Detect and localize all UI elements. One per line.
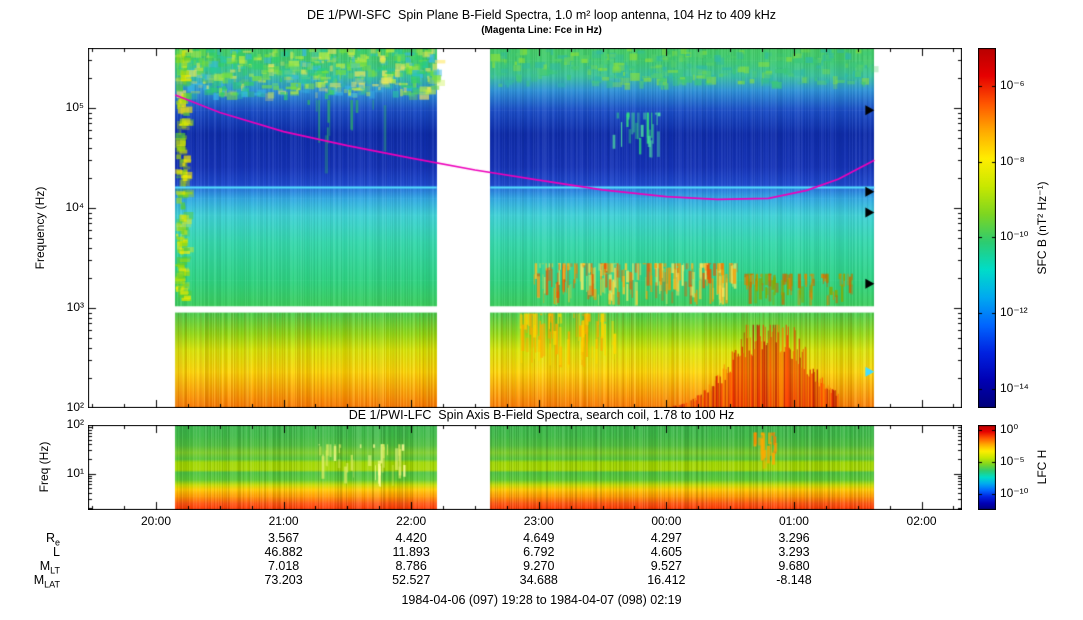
ephemeris-value: 9.527 bbox=[650, 559, 682, 573]
lfc-colorbar-tick-label: 10⁻¹⁰ bbox=[1000, 486, 1029, 501]
time-tick-label: 00:00 bbox=[651, 514, 682, 528]
ephemeris-value: 4.420 bbox=[395, 531, 427, 545]
ephemeris-value: 7.018 bbox=[267, 559, 300, 573]
ephemeris-row-label-sub: LAT bbox=[44, 579, 60, 590]
sfc-colorbar-tick-label: 10⁻¹⁴ bbox=[1000, 381, 1029, 396]
lfc-colorbar-tick-label: 10⁰ bbox=[1000, 422, 1019, 437]
lfc-y-tick-label: 10² bbox=[66, 417, 84, 431]
ephemeris-value: 4.605 bbox=[650, 545, 682, 559]
ephemeris-value: 9.680 bbox=[778, 559, 810, 573]
lfc-colorbar bbox=[978, 425, 996, 510]
sfc-y-tick-label: 10² bbox=[66, 400, 84, 414]
ephemeris-row-label-re: Re bbox=[16, 531, 60, 548]
ephemeris-value: 34.688 bbox=[519, 573, 558, 587]
lfc-colorbar-tick-label: 10⁻⁵ bbox=[1000, 454, 1025, 469]
ephemeris-row-label-base: M bbox=[39, 559, 51, 573]
ephemeris-value: 11.893 bbox=[392, 545, 430, 559]
ephemeris-value: 73.203 bbox=[264, 573, 303, 587]
ephemeris-value: -8.148 bbox=[776, 573, 812, 587]
lfc-colorbar-title: LFC H bbox=[1035, 449, 1049, 485]
lfc-spectrogram-canvas bbox=[88, 425, 962, 510]
ephemeris-value: 16.412 bbox=[647, 573, 686, 587]
ephemeris-value: 3.296 bbox=[778, 531, 810, 545]
ephemeris-row-label-mlt: MLT bbox=[16, 559, 60, 576]
sfc-spectrogram-canvas bbox=[88, 48, 962, 408]
sfc-colorbar-tick-label: 10⁻⁸ bbox=[1000, 153, 1025, 168]
time-tick-label: 23:00 bbox=[523, 514, 554, 528]
ephemeris-row-label-l: L bbox=[16, 545, 60, 562]
ephemeris-row-label-sub: LT bbox=[50, 565, 60, 576]
sfc-y-tick-label: 10³ bbox=[66, 299, 84, 314]
ephemeris-row-label-mlat: MLAT bbox=[16, 573, 60, 590]
time-tick-label: 02:00 bbox=[906, 514, 937, 528]
sfc-colorbar bbox=[978, 48, 996, 408]
ephemeris-value: 4.297 bbox=[650, 531, 682, 545]
time-tick-label: 01:00 bbox=[778, 514, 809, 528]
ephemeris-value: 3.293 bbox=[778, 545, 810, 559]
sfc-y-tick-label: 10⁵ bbox=[65, 99, 84, 114]
ephemeris-row-label-sub: e bbox=[54, 537, 60, 548]
ephemeris-value: 52.527 bbox=[392, 573, 431, 587]
lfc-y-axis-title: Freq (Hz) bbox=[37, 441, 51, 493]
ephemeris-row-label-base: R bbox=[45, 531, 55, 545]
caption: 1984-04-06 (097) 19:28 to 1984-04-07 (09… bbox=[401, 593, 682, 607]
sfc-colorbar-title: SFC B (nT² Hz⁻¹) bbox=[1035, 181, 1049, 275]
ephemeris-value: 6.792 bbox=[523, 545, 555, 559]
ephemeris-row-label-base: L bbox=[53, 545, 60, 559]
time-tick-label: 21:00 bbox=[268, 514, 299, 528]
ephemeris-value: 3.567 bbox=[267, 531, 300, 545]
ephemeris-row-label-base: M bbox=[33, 573, 45, 587]
sfc-colorbar-tick-label: 10⁻¹⁰ bbox=[1000, 229, 1029, 244]
time-tick-label: 22:00 bbox=[396, 514, 427, 528]
sfc-colorbar-tick-label: 10⁻¹² bbox=[1000, 305, 1028, 320]
lfc-title: DE 1/PWI-LFC Spin Axis B-Field Spectra, … bbox=[348, 408, 735, 422]
sfc-title: DE 1/PWI-SFC Spin Plane B-Field Spectra,… bbox=[307, 8, 776, 22]
time-tick-label: 20:00 bbox=[140, 514, 172, 528]
ephemeris-value: 9.270 bbox=[523, 559, 555, 573]
ephemeris-value: 46.882 bbox=[264, 545, 303, 559]
ephemeris-value: 8.786 bbox=[395, 559, 427, 573]
sfc-y-tick-label: 10⁴ bbox=[65, 199, 84, 214]
lfc-y-tick-label: 10¹ bbox=[66, 465, 84, 480]
sfc-y-axis-title: Frequency (Hz) bbox=[33, 186, 47, 270]
sfc-subtitle: (Magenta Line: Fce in Hz) bbox=[481, 25, 602, 36]
sfc-colorbar-tick-label: 10⁻⁶ bbox=[1000, 77, 1025, 92]
ephemeris-value: 4.649 bbox=[523, 531, 555, 545]
